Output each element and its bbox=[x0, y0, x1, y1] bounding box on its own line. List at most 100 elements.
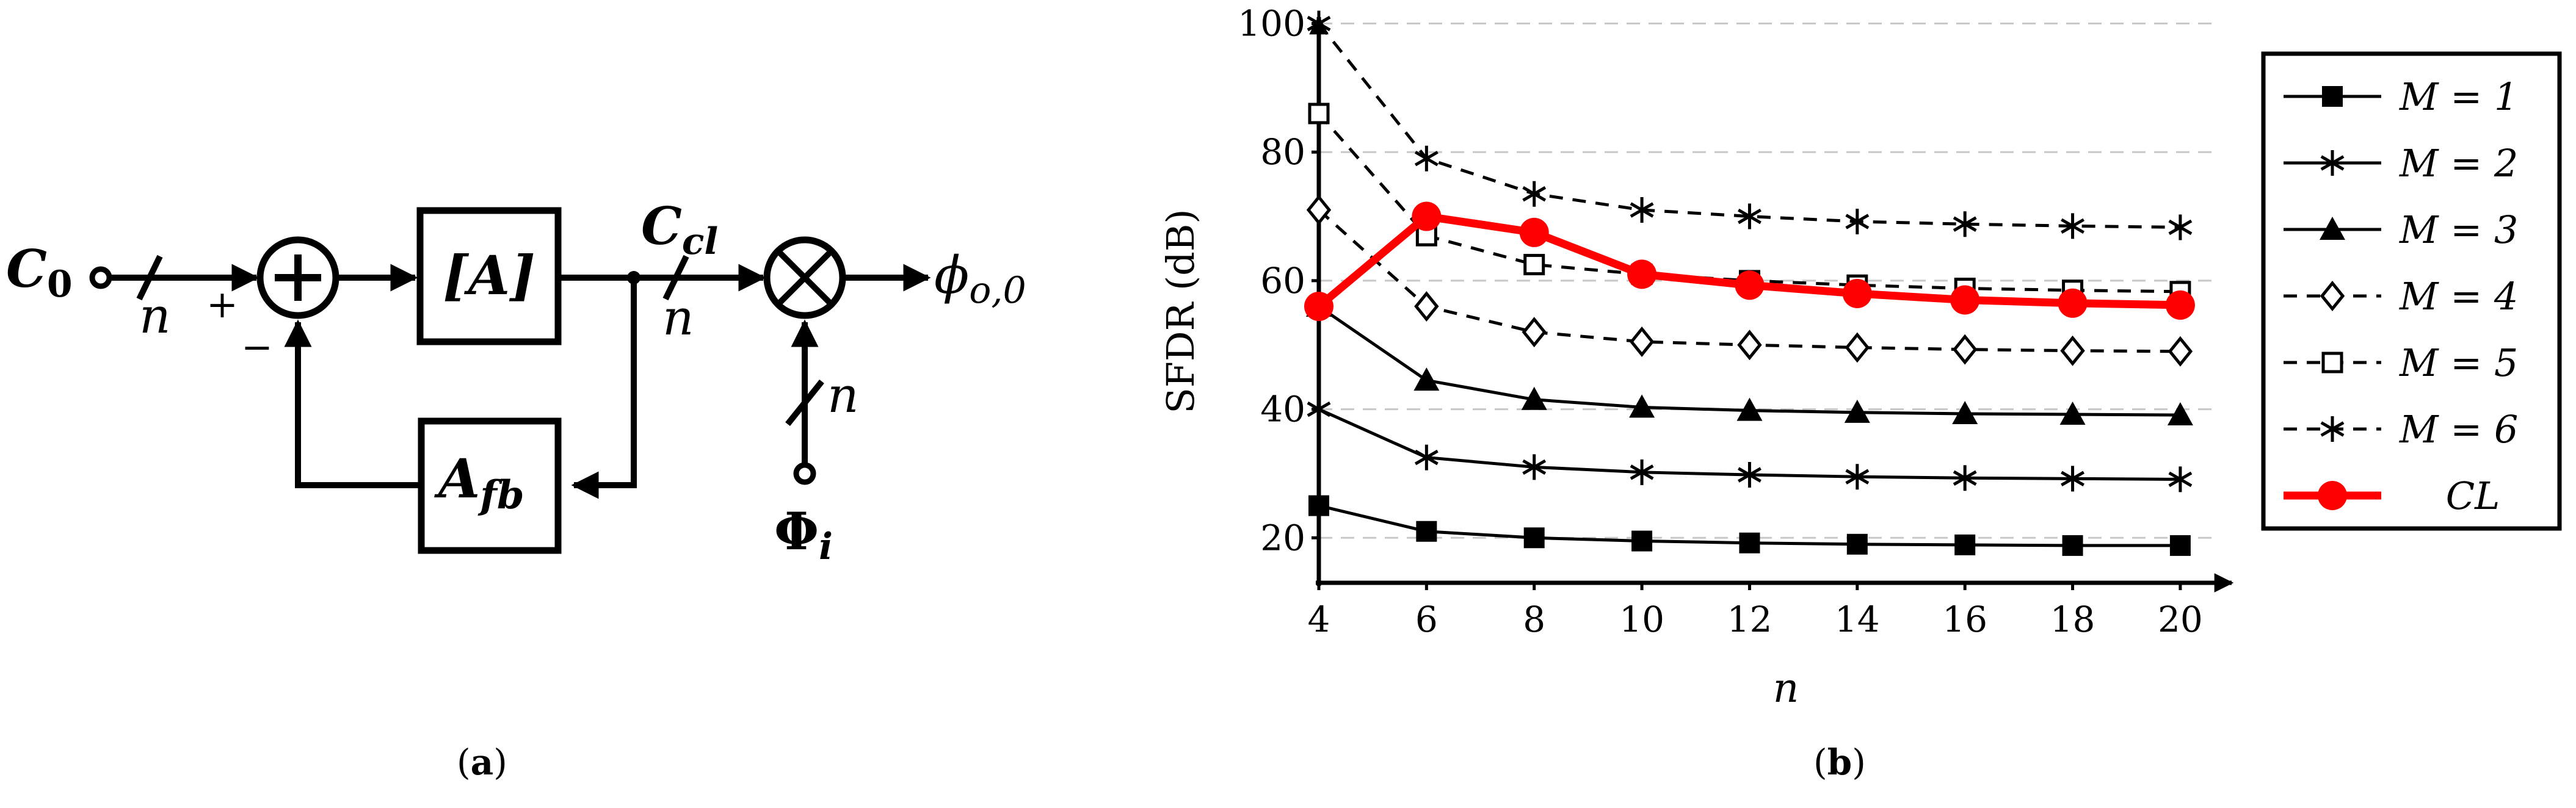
minus-sign: − bbox=[241, 325, 273, 369]
input-label: C0 bbox=[6, 239, 73, 306]
y-tick-label-20: 20 bbox=[1260, 517, 1305, 558]
point-m-3-10 bbox=[1629, 394, 1655, 418]
legend-marker-m-4 bbox=[2320, 281, 2345, 311]
data-series bbox=[1304, 10, 2195, 556]
point-m-4-8 bbox=[1522, 317, 1547, 348]
point-m-4-16 bbox=[1952, 334, 1978, 365]
point-m-6-12 bbox=[1738, 203, 1761, 229]
point-cl-4 bbox=[1304, 292, 1333, 322]
point-m-6-6 bbox=[1414, 145, 1439, 171]
point-m-2-16 bbox=[1953, 465, 1977, 491]
bus-width-phase: n bbox=[827, 367, 859, 424]
axis-ticks: 20 40 60 80 100 4 6 8 10 12 14 16 18 20 bbox=[1238, 3, 2203, 640]
legend: M = 1 M = 2 M = 3 M = 4 M = 5 M = 6 CL bbox=[2261, 51, 2562, 531]
block-diagram: C0 n + − [A] Ccl n Afb bbox=[6, 196, 1026, 568]
y-tick-label-100: 100 bbox=[1238, 3, 1305, 45]
x-tick-label-8: 8 bbox=[1523, 599, 1545, 640]
sfdr-chart: 20 40 60 80 100 4 6 8 10 12 14 16 18 20 SFDR (dB) n M… bbox=[1158, 3, 2562, 712]
point-m-6-16 bbox=[1953, 211, 1977, 237]
point-m-2-6 bbox=[1414, 444, 1439, 471]
y-tick-label-60: 60 bbox=[1260, 260, 1305, 301]
caption-b: (b) bbox=[1813, 741, 1866, 783]
point-cl-8 bbox=[1519, 217, 1549, 247]
point-m-5-4 bbox=[1308, 103, 1330, 124]
legend-label-cl: CL bbox=[2446, 474, 2500, 518]
legend-label-m-2: M = 2 bbox=[2399, 141, 2518, 186]
point-cl-6 bbox=[1412, 201, 1442, 231]
point-m-6-18 bbox=[2061, 213, 2084, 239]
mixer-x-b bbox=[777, 250, 833, 306]
x-tick-label-14: 14 bbox=[1835, 599, 1880, 640]
point-m-3-20 bbox=[2167, 402, 2193, 426]
point-cl-10 bbox=[1627, 259, 1657, 289]
point-cl-18 bbox=[2058, 288, 2088, 318]
bus-slash-input bbox=[136, 254, 163, 301]
point-m-2-20 bbox=[2168, 466, 2193, 492]
legend-marker-m-1 bbox=[2322, 86, 2343, 107]
point-m-6-14 bbox=[1845, 208, 1870, 234]
bus-width-mid: n bbox=[662, 289, 694, 346]
series-line-m-5 bbox=[1318, 112, 2180, 294]
x-tick-label-16: 16 bbox=[1942, 599, 1987, 640]
point-m-3-6 bbox=[1413, 367, 1440, 391]
point-m-3-16 bbox=[1952, 400, 1978, 424]
point-m-4-4 bbox=[1306, 195, 1332, 225]
point-m-6-20 bbox=[2168, 214, 2193, 240]
point-m-1-10 bbox=[1631, 530, 1653, 552]
legend-marker-cl bbox=[2318, 481, 2347, 510]
point-m-4-20 bbox=[2168, 336, 2193, 367]
point-m-1-12 bbox=[1739, 532, 1760, 554]
point-cl-12 bbox=[1735, 270, 1765, 300]
bus-slash-phase bbox=[785, 379, 824, 427]
point-m-4-18 bbox=[2060, 335, 2085, 366]
legend-marker-m-2 bbox=[2320, 150, 2345, 176]
legend-label-m-5: M = 5 bbox=[2399, 341, 2518, 385]
caption-a: (a) bbox=[457, 741, 507, 783]
point-m-5-8 bbox=[1523, 254, 1545, 276]
bus-width-input: n bbox=[139, 287, 171, 344]
legend-marker-m-6 bbox=[2320, 416, 2345, 442]
point-m-1-6 bbox=[1416, 521, 1437, 542]
legend-marker-m-5 bbox=[2321, 352, 2343, 373]
point-m-2-8 bbox=[1522, 454, 1547, 480]
point-m-3-18 bbox=[2059, 402, 2086, 425]
point-m-1-18 bbox=[2062, 535, 2083, 556]
point-cl-16 bbox=[1950, 285, 1980, 315]
point-m-6-8 bbox=[1522, 181, 1547, 207]
point-m-2-10 bbox=[1630, 459, 1654, 485]
x-tick-label-12: 12 bbox=[1727, 599, 1772, 640]
y-tick-label-40: 40 bbox=[1260, 389, 1305, 430]
point-m-1-8 bbox=[1523, 527, 1545, 549]
input-terminal bbox=[89, 266, 112, 289]
x-tick-label-4: 4 bbox=[1308, 599, 1330, 640]
series-cl bbox=[1304, 201, 2195, 322]
point-m-4-6 bbox=[1414, 291, 1439, 322]
series-m-4 bbox=[1306, 195, 2193, 367]
point-m-6-4 bbox=[1307, 10, 1331, 37]
legend-label-m-1: M = 1 bbox=[2399, 74, 2518, 119]
bus-slash-mid bbox=[662, 254, 689, 301]
plus-sign: + bbox=[206, 282, 238, 326]
series-m-6 bbox=[1307, 10, 2193, 240]
legend-label-m-6: M = 6 bbox=[2399, 407, 2518, 452]
series-m-1 bbox=[1308, 495, 2191, 556]
point-m-1-14 bbox=[1846, 533, 1868, 555]
output-label: ϕo,0 bbox=[934, 245, 1026, 312]
point-cl-20 bbox=[2165, 290, 2195, 320]
point-m-4-10 bbox=[1629, 326, 1655, 357]
point-cl-14 bbox=[1842, 278, 1872, 308]
feedback-wire-down bbox=[571, 278, 637, 499]
x-tick-label-20: 20 bbox=[2158, 599, 2203, 640]
legend-label-m-3: M = 3 bbox=[2399, 207, 2518, 252]
series-m-2 bbox=[1307, 396, 2193, 492]
block-a bbox=[416, 207, 562, 345]
series-line-m-6 bbox=[1318, 22, 2180, 229]
x-axis-label: n bbox=[1773, 665, 1799, 712]
point-m-2-12 bbox=[1738, 462, 1761, 488]
legend-box bbox=[2261, 51, 2562, 531]
legend-label-m-4: M = 4 bbox=[2399, 274, 2518, 319]
block-a-label: [A] bbox=[443, 243, 535, 307]
point-m-3-12 bbox=[1736, 397, 1763, 421]
y-tick-label-80: 80 bbox=[1260, 131, 1305, 173]
